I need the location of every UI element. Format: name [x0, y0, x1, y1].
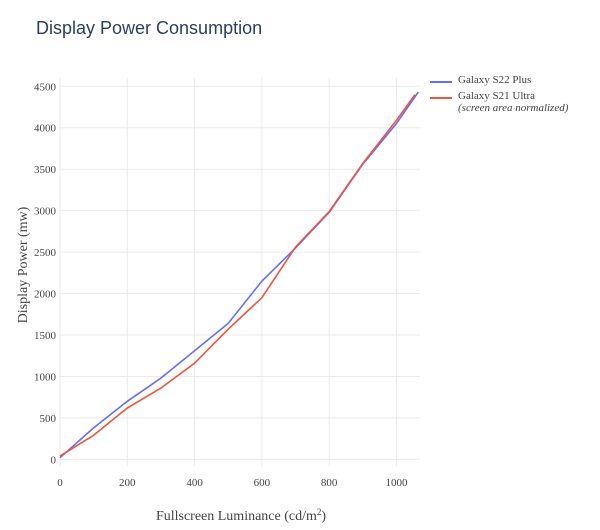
chart-title: Display Power Consumption [36, 18, 263, 38]
legend-item-s21-ultra[interactable]: Galaxy S21 Ultra (screen area normalized… [430, 90, 568, 114]
grid-lines [59, 78, 420, 466]
legend-label-s22-plus: Galaxy S22 Plus [458, 74, 532, 86]
y-tick-label-2: 1000 [34, 371, 57, 383]
x-tick-label-0: 0 [57, 477, 63, 489]
series-line-1 [59, 94, 416, 457]
legend[interactable]: Galaxy S22 Plus Galaxy S21 Ultra (screen… [430, 74, 568, 118]
x-tick-label-2: 400 [186, 477, 203, 489]
y-tick-label-3: 1500 [34, 330, 57, 342]
y-axis-title: Display Power (mw) [16, 206, 31, 323]
x-tick-label-4: 800 [321, 477, 338, 489]
y-tick-label-0: 0 [51, 454, 57, 466]
y-tick-label-1: 500 [40, 413, 57, 425]
x-axis-title: Fullscreen Luminance (cd/m2) [156, 507, 326, 524]
x-tick-label-3: 600 [254, 477, 271, 489]
y-tick-label-8: 4000 [34, 123, 57, 135]
legend-label-s21-ultra: Galaxy S21 Ultra [458, 90, 535, 102]
legend-swatch-s22-plus [430, 81, 452, 83]
y-tick-label-4: 2000 [34, 289, 57, 301]
x-tick-label-5: 1000 [385, 477, 408, 489]
x-tick-label-1: 200 [119, 477, 136, 489]
legend-swatch-s21-ultra [430, 97, 452, 99]
y-tick-label-5: 2500 [34, 247, 57, 259]
y-tick-label-9: 4500 [34, 81, 57, 93]
series-lines [59, 91, 419, 459]
y-tick-label-6: 3000 [34, 206, 57, 218]
x-tick-labels: 0 200 400 600 800 1000 [57, 477, 408, 489]
series-line-0 [59, 91, 419, 459]
y-tick-label-7: 3500 [34, 164, 57, 176]
legend-sublabel-s21-ultra: (screen area normalized) [458, 102, 569, 114]
y-tick-labels: 0 500 1000 1500 2000 2500 3000 3500 4000 4500 [34, 81, 57, 466]
legend-item-s22-plus[interactable]: Galaxy S22 Plus [430, 74, 568, 86]
